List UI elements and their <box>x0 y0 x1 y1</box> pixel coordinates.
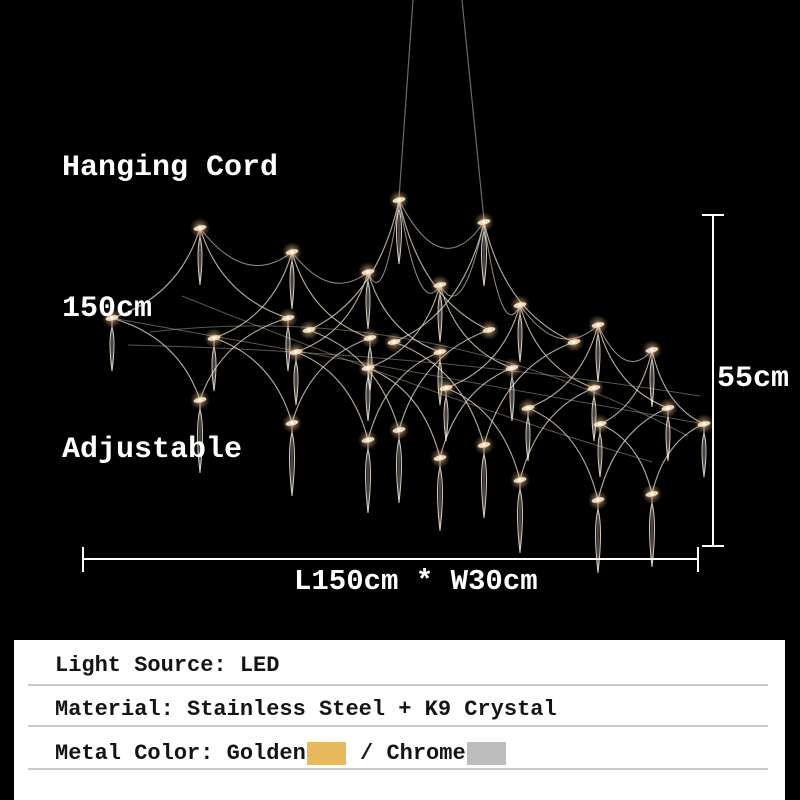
metal-color-prefix: Metal Color: Golden <box>55 740 306 766</box>
height-dimension-line <box>712 215 714 547</box>
spec-row-material: Material: Stainless Steel + K9 Crystal <box>55 696 557 722</box>
note-line-3: Adjustable <box>62 433 243 467</box>
divider <box>28 684 768 686</box>
width-dimension-cap-left <box>82 547 84 572</box>
note-line-2: 150cm <box>62 292 153 326</box>
divider <box>28 725 768 727</box>
spec-row-light-source: Light Source: LED <box>55 652 280 678</box>
height-dimension-cap-top <box>702 214 724 216</box>
chrome-color-swatch <box>466 741 506 765</box>
divider <box>28 768 768 770</box>
chandelier-web-wires <box>111 199 705 501</box>
led-nodes <box>102 190 714 510</box>
note-line-1: Hanging Cord <box>62 151 279 185</box>
height-label: 55cm <box>717 362 790 396</box>
golden-color-swatch <box>306 741 346 765</box>
hanging-cords <box>398 0 485 221</box>
chandelier-photo <box>102 0 714 574</box>
width-dimension-line <box>83 558 699 560</box>
height-dimension-cap-bottom <box>702 545 724 547</box>
specs-panel: Light Source: LED Material: Stainless St… <box>14 640 785 800</box>
metal-color-chrome-label: Chrome <box>386 740 466 766</box>
hanging-cord-note: Hanging Cord 150cm Adjustable <box>62 51 278 568</box>
spec-row-metal-color: Metal Color: Golden / Chrome <box>55 740 507 766</box>
width-dimension-cap-right <box>697 547 699 572</box>
metal-color-separator: / <box>346 740 387 766</box>
size-label: L150cm * W30cm <box>294 565 538 598</box>
